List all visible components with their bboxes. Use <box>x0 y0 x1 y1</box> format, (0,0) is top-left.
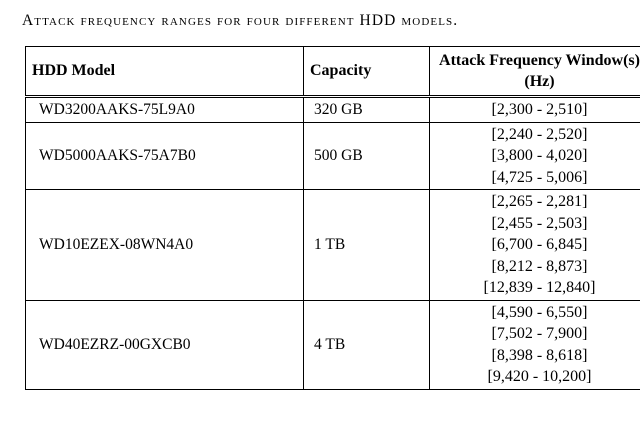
table-row: WD40EZRZ-00GXCB0 4 TB [4,590 - 6,550] [7… <box>25 299 640 390</box>
frequency-windows-cell: [2,265 - 2,281] [2,455 - 2,503] [6,700 -… <box>429 189 640 301</box>
header-capacity: Capacity <box>303 46 430 98</box>
frequency-window: [2,300 - 2,510] <box>491 101 588 118</box>
table-caption: Attack frequency ranges for four differe… <box>22 12 459 29</box>
frequency-windows-cell: [2,300 - 2,510] <box>429 96 640 123</box>
frequency-windows-cell: [2,240 - 2,520] [3,800 - 4,020] [4,725 -… <box>429 121 640 190</box>
table-row: WD10EZEX-08WN4A0 1 TB [2,265 - 2,281] [2… <box>25 189 640 301</box>
header-attack-frequency-windows: Attack Frequency Window(s) (Hz) <box>429 46 640 98</box>
header-row: HDD Model Capacity Attack Frequency Wind… <box>25 46 640 98</box>
frequency-window: [4,725 - 5,006] <box>491 168 588 186</box>
frequency-window: [4,590 - 6,550] <box>491 303 588 321</box>
header-hdd-model: HDD Model <box>25 46 304 98</box>
hdd-model-cell: WD3200AAKS-75L9A0 <box>25 96 304 123</box>
hdd-model-cell: WD40EZRZ-00GXCB0 <box>25 299 304 390</box>
frequency-window: [8,398 - 8,618] <box>491 346 588 364</box>
hdd-model-cell: WD5000AAKS-75A7B0 <box>25 121 304 190</box>
frequency-window: [2,240 - 2,520] <box>491 125 588 143</box>
table-row: WD5000AAKS-75A7B0 500 GB [2,240 - 2,520]… <box>25 121 640 190</box>
frequency-window: [9,420 - 10,200] <box>487 368 592 385</box>
capacity-cell: 320 GB <box>303 96 430 123</box>
frequency-window: [6,700 - 6,845] <box>491 236 588 253</box>
capacity-cell: 1 TB <box>303 189 430 301</box>
capacity-cell: 4 TB <box>303 299 430 390</box>
frequency-window: [12,839 - 12,840] <box>483 279 596 296</box>
frequency-window: [7,502 - 7,900] <box>491 325 588 342</box>
frequency-windows-cell: [4,590 - 6,550] [7,502 - 7,900] [8,398 -… <box>429 299 640 390</box>
hdd-model-cell: WD10EZEX-08WN4A0 <box>25 189 304 301</box>
capacity-cell: 500 GB <box>303 121 430 190</box>
frequency-window: [8,212 - 8,873] <box>491 257 588 275</box>
frequency-window: [2,265 - 2,281] <box>491 193 588 210</box>
hdd-attack-frequency-table: HDD Model Capacity Attack Frequency Wind… <box>25 46 640 390</box>
table-row: WD3200AAKS-75L9A0 320 GB [2,300 - 2,510] <box>25 96 640 123</box>
frequency-window: [3,800 - 4,020] <box>491 147 588 164</box>
frequency-window: [2,455 - 2,503] <box>491 214 588 232</box>
